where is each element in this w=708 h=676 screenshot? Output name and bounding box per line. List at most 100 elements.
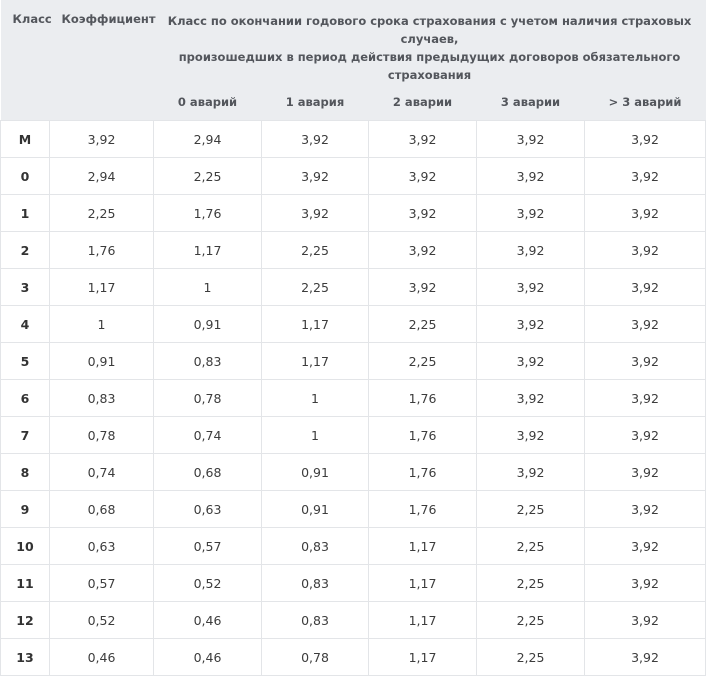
cell-accidents-1: 1,17 <box>261 342 369 380</box>
cell-accidents-more: 3,92 <box>583 194 707 232</box>
cell-accidents-1: 3,92 <box>261 194 369 232</box>
cell-accidents-more: 3,92 <box>583 490 707 528</box>
table-row: 11 0,57 0,52 0,83 1,17 2,25 3,92 <box>0 564 707 602</box>
cell-accidents-3: 3,92 <box>476 416 585 454</box>
header-group-title-line1: Класс по окончании годового срока страхо… <box>167 14 692 46</box>
header-class: Класс <box>0 0 52 121</box>
cell-accidents-3: 2,25 <box>476 638 585 676</box>
cell-accidents-more: 3,92 <box>583 527 707 565</box>
cell-class: 13 <box>0 638 50 676</box>
cell-coefficient: 0,78 <box>49 416 154 454</box>
cell-coefficient: 2,94 <box>49 157 154 195</box>
cell-accidents-0: 2,25 <box>153 157 262 195</box>
cell-accidents-0: 0,68 <box>153 453 262 491</box>
header-accidents-3: 3 аварии <box>476 84 585 121</box>
cell-accidents-0: 0,46 <box>153 638 262 676</box>
cell-accidents-more: 3,92 <box>583 268 707 306</box>
cell-accidents-0: 0,91 <box>153 305 262 343</box>
cell-accidents-2: 1,17 <box>368 527 477 565</box>
cell-class: 8 <box>0 453 50 491</box>
header-coefficient: Коэффициент <box>49 0 156 121</box>
cell-coefficient: 0,46 <box>49 638 154 676</box>
cell-accidents-2: 3,92 <box>368 231 477 269</box>
cell-accidents-0: 0,74 <box>153 416 262 454</box>
table-header: Класс Коэффициент Класс по окончании год… <box>0 0 706 121</box>
cell-accidents-1: 0,83 <box>261 564 369 602</box>
cell-accidents-more: 3,92 <box>583 305 707 343</box>
cell-accidents-2: 1,76 <box>368 416 477 454</box>
cell-coefficient: 0,52 <box>49 601 154 639</box>
cell-accidents-0: 1,76 <box>153 194 262 232</box>
cell-accidents-more: 3,92 <box>583 453 707 491</box>
cell-accidents-more: 3,92 <box>583 120 707 158</box>
cell-accidents-1: 0,78 <box>261 638 369 676</box>
cell-accidents-3: 3,92 <box>476 231 585 269</box>
cell-class: М <box>0 120 50 158</box>
cell-accidents-more: 3,92 <box>583 416 707 454</box>
cell-class: 4 <box>0 305 50 343</box>
cell-accidents-2: 2,25 <box>368 342 477 380</box>
cell-coefficient: 2,25 <box>49 194 154 232</box>
cell-class: 11 <box>0 564 50 602</box>
cell-accidents-3: 3,92 <box>476 157 585 195</box>
cell-accidents-3: 3,92 <box>476 453 585 491</box>
table-row: 0 2,94 2,25 3,92 3,92 3,92 3,92 <box>0 157 707 195</box>
cell-accidents-2: 1,17 <box>368 601 477 639</box>
cell-coefficient: 0,63 <box>49 527 154 565</box>
cell-accidents-2: 3,92 <box>368 157 477 195</box>
table-row: 1 2,25 1,76 3,92 3,92 3,92 3,92 <box>0 194 707 232</box>
cell-accidents-0: 0,46 <box>153 601 262 639</box>
cell-accidents-0: 2,94 <box>153 120 262 158</box>
header-row-main: Класс Коэффициент Класс по окончании год… <box>0 0 706 121</box>
cell-accidents-2: 3,92 <box>368 120 477 158</box>
cell-coefficient: 1,76 <box>49 231 154 269</box>
cell-accidents-3: 3,92 <box>476 120 585 158</box>
cell-accidents-2: 3,92 <box>368 268 477 306</box>
cell-class: 0 <box>0 157 50 195</box>
cell-accidents-2: 1,17 <box>368 638 477 676</box>
cell-accidents-1: 3,92 <box>261 120 369 158</box>
cell-accidents-0: 0,52 <box>153 564 262 602</box>
cell-class: 3 <box>0 268 50 306</box>
cell-accidents-more: 3,92 <box>583 601 707 639</box>
cell-class: 10 <box>0 527 50 565</box>
table-row: 3 1,17 1 2,25 3,92 3,92 3,92 <box>0 268 707 306</box>
cell-accidents-more: 3,92 <box>583 564 707 602</box>
cell-accidents-1: 0,83 <box>261 601 369 639</box>
cell-coefficient: 0,83 <box>49 379 154 417</box>
cell-accidents-1: 0,91 <box>261 453 369 491</box>
table-row: М 3,92 2,94 3,92 3,92 3,92 3,92 <box>0 120 707 158</box>
cell-accidents-3: 2,25 <box>476 601 585 639</box>
cell-accidents-more: 3,92 <box>583 379 707 417</box>
cell-accidents-3: 3,92 <box>476 268 585 306</box>
cell-accidents-2: 1,76 <box>368 379 477 417</box>
cell-accidents-2: 1,17 <box>368 564 477 602</box>
cell-accidents-0: 1,17 <box>153 231 262 269</box>
header-group-title-line2: произошедших в период действия предыдущи… <box>178 50 681 82</box>
cell-coefficient: 3,92 <box>49 120 154 158</box>
header-accidents-0: 0 аварий <box>153 84 262 121</box>
table-row: 10 0,63 0,57 0,83 1,17 2,25 3,92 <box>0 527 707 565</box>
cell-accidents-1: 1 <box>261 379 369 417</box>
cell-accidents-3: 2,25 <box>476 490 585 528</box>
cell-accidents-3: 3,92 <box>476 194 585 232</box>
cell-accidents-0: 1 <box>153 268 262 306</box>
cell-accidents-3: 3,92 <box>476 379 585 417</box>
table-row: 8 0,74 0,68 0,91 1,76 3,92 3,92 <box>0 453 707 491</box>
cell-coefficient: 1 <box>49 305 154 343</box>
cell-accidents-3: 3,92 <box>476 305 585 343</box>
cell-accidents-2: 1,76 <box>368 453 477 491</box>
cell-class: 1 <box>0 194 50 232</box>
cell-accidents-3: 2,25 <box>476 564 585 602</box>
cell-class: 2 <box>0 231 50 269</box>
table-row: 12 0,52 0,46 0,83 1,17 2,25 3,92 <box>0 601 707 639</box>
cell-accidents-2: 2,25 <box>368 305 477 343</box>
table-row: 4 1 0,91 1,17 2,25 3,92 3,92 <box>0 305 707 343</box>
cell-accidents-more: 3,92 <box>583 342 707 380</box>
header-accidents-2: 2 аварии <box>368 84 477 121</box>
cell-accidents-more: 3,92 <box>583 231 707 269</box>
cell-accidents-more: 3,92 <box>583 157 707 195</box>
cell-accidents-1: 3,92 <box>261 157 369 195</box>
cell-accidents-1: 2,25 <box>261 231 369 269</box>
